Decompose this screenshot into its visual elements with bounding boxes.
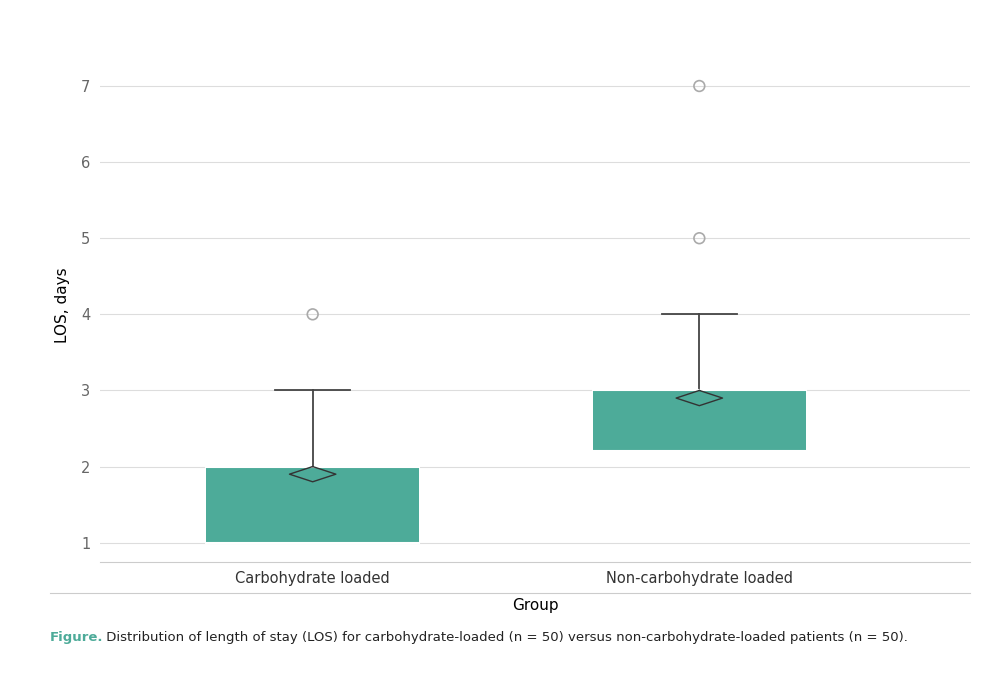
Text: Distribution of length of stay (LOS) for carbohydrate-loaded (n = 50) versus non: Distribution of length of stay (LOS) for… bbox=[102, 631, 908, 644]
Text: Figure.: Figure. bbox=[50, 631, 104, 644]
Point bbox=[691, 233, 707, 244]
Y-axis label: LOS, days: LOS, days bbox=[55, 267, 70, 342]
Point bbox=[305, 309, 321, 320]
Bar bbox=[206, 466, 419, 543]
Bar bbox=[593, 390, 806, 451]
Point bbox=[691, 81, 707, 92]
X-axis label: Group: Group bbox=[512, 597, 558, 612]
